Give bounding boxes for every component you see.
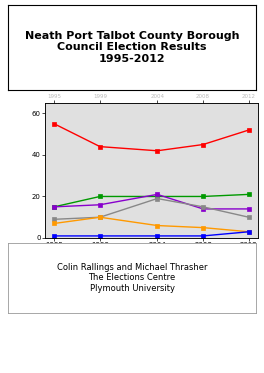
Text: Neath Port Talbot County Borough
Council Election Results
1995-2012: Neath Port Talbot County Borough Council…: [25, 31, 239, 64]
Text: Colin Rallings and Michael Thrasher
The Elections Centre
Plymouth University: Colin Rallings and Michael Thrasher The …: [57, 263, 207, 293]
